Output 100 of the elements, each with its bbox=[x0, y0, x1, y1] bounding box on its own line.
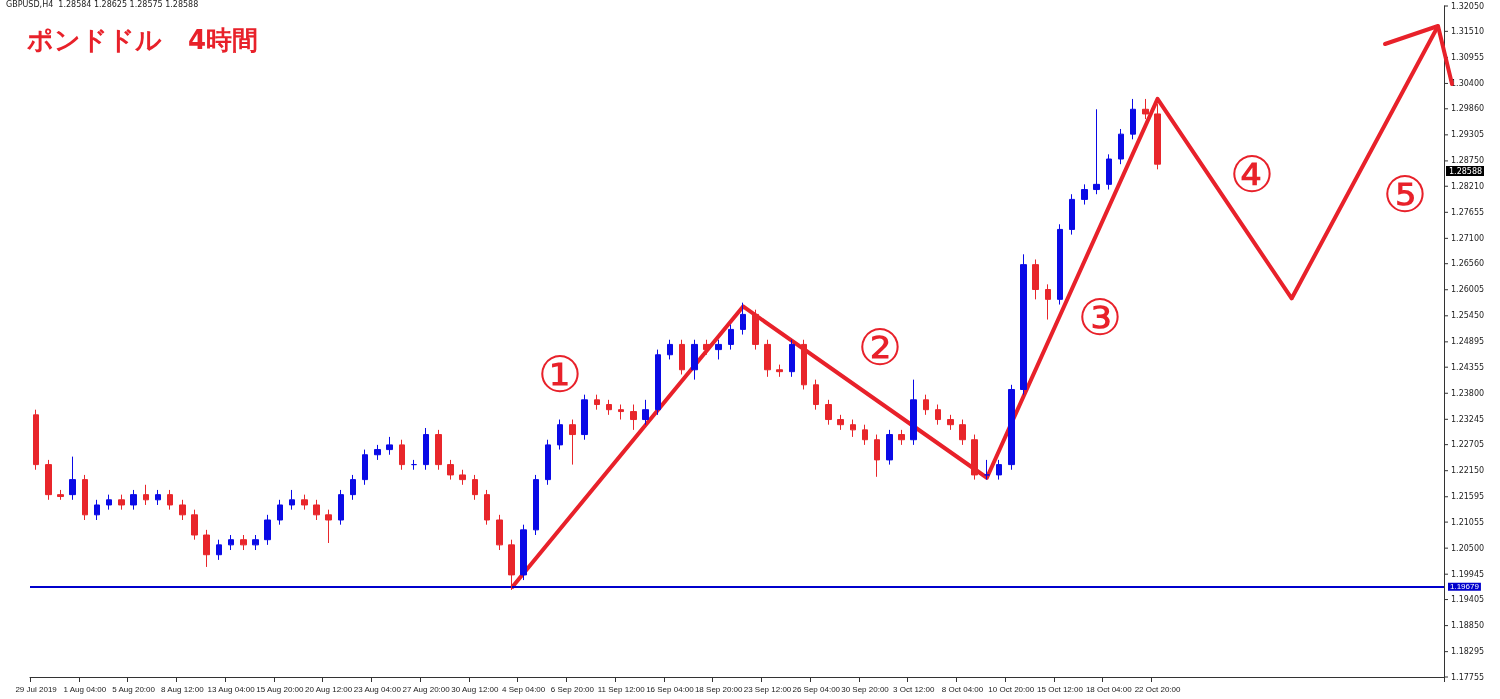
candlestick bbox=[1142, 98, 1149, 120]
y-tick-label: 1.20500 bbox=[1451, 543, 1485, 553]
candlestick bbox=[606, 399, 612, 416]
candlestick bbox=[984, 459, 990, 481]
x-tick-label: 22 Oct 20:00 bbox=[1134, 684, 1181, 694]
candlestick bbox=[679, 339, 685, 375]
candlestick bbox=[325, 509, 332, 544]
x-tick-label: 1 Aug 04:00 bbox=[63, 684, 107, 694]
y-tick-label: 1.21055 bbox=[1451, 517, 1485, 527]
candlestick bbox=[837, 414, 844, 431]
x-tick-label: 10 Oct 20:00 bbox=[988, 684, 1035, 694]
candlestick bbox=[155, 489, 161, 506]
y-tick-label: 1.26560 bbox=[1451, 259, 1485, 269]
annotation: ⑤ bbox=[1382, 166, 1428, 224]
candlestick bbox=[1106, 153, 1112, 191]
candlestick bbox=[935, 404, 941, 426]
candlestick bbox=[923, 394, 929, 416]
candlestick bbox=[1069, 193, 1075, 236]
ref-line-label: 1.19679 bbox=[1450, 582, 1480, 592]
candlestick bbox=[484, 489, 490, 526]
y-tick-label: 1.27100 bbox=[1451, 233, 1485, 243]
candlestick bbox=[301, 494, 308, 511]
candlestick bbox=[581, 394, 588, 441]
annotation: ③ bbox=[1077, 289, 1123, 347]
annotation: ① bbox=[537, 346, 583, 404]
candlestick bbox=[423, 427, 429, 471]
candlestick bbox=[45, 459, 52, 501]
y-tick-label: 1.22705 bbox=[1451, 440, 1485, 450]
candlestick bbox=[1081, 183, 1088, 206]
candlestick bbox=[630, 404, 637, 431]
candlestick bbox=[776, 364, 783, 378]
x-tick-label: 18 Oct 04:00 bbox=[1085, 684, 1133, 694]
y-tick-label: 1.27655 bbox=[1451, 207, 1485, 217]
y-tick-label: 1.18295 bbox=[1451, 647, 1485, 657]
candlestick bbox=[862, 424, 868, 446]
y-tick-label: 1.24355 bbox=[1451, 362, 1485, 372]
y-tick-label: 1.29860 bbox=[1451, 104, 1485, 114]
candlestick bbox=[691, 339, 698, 381]
x-tick-label: 30 Aug 12:00 bbox=[451, 684, 500, 694]
y-tick-label: 1.23800 bbox=[1451, 388, 1485, 398]
candlestick bbox=[1130, 98, 1136, 140]
y-tick-label: 1.26005 bbox=[1451, 285, 1485, 295]
annotation: ② bbox=[857, 319, 903, 377]
candlestick bbox=[959, 419, 966, 446]
x-tick-label: 30 Sep 20:00 bbox=[841, 684, 890, 694]
candlestick bbox=[1057, 223, 1063, 306]
candlestick bbox=[1093, 108, 1100, 195]
candlestick bbox=[1032, 258, 1039, 300]
y-tick-label: 1.32050 bbox=[1451, 1, 1485, 11]
candlestick bbox=[557, 419, 563, 451]
candlestick bbox=[289, 489, 295, 511]
candlestick bbox=[886, 429, 893, 466]
candlestick bbox=[740, 302, 746, 336]
candlestick bbox=[874, 434, 880, 478]
candlestick bbox=[143, 484, 149, 506]
candlestick bbox=[898, 429, 905, 446]
candlestick bbox=[459, 469, 466, 486]
candlestick bbox=[910, 379, 917, 446]
candlestick bbox=[252, 534, 259, 551]
y-tick-label: 1.28210 bbox=[1451, 181, 1485, 191]
y-tick-label: 1.22150 bbox=[1451, 466, 1485, 476]
candlestick bbox=[1118, 128, 1124, 165]
y-tick-label: 1.21595 bbox=[1451, 492, 1485, 502]
candlestick bbox=[350, 474, 356, 501]
candlestick bbox=[801, 339, 807, 390]
candlestick bbox=[435, 429, 442, 471]
candlestick bbox=[374, 444, 381, 461]
x-tick-label: 13 Aug 04:00 bbox=[207, 684, 256, 694]
candlestick bbox=[813, 379, 819, 411]
y-tick-label: 1.29305 bbox=[1451, 130, 1485, 140]
candlestick bbox=[996, 459, 1002, 481]
candlestick bbox=[69, 456, 76, 501]
x-tick-label: 23 Aug 04:00 bbox=[353, 684, 402, 694]
y-tick-label: 1.19405 bbox=[1451, 595, 1485, 605]
text: ポンドドル 4時間 bbox=[26, 25, 259, 55]
y-tick-label: 1.28750 bbox=[1451, 156, 1485, 166]
y-tick-label: 1.23245 bbox=[1451, 414, 1485, 424]
annotation: ④ bbox=[1229, 146, 1275, 204]
candlestick bbox=[1154, 103, 1161, 170]
candlestick bbox=[1045, 283, 1051, 321]
candlestick bbox=[715, 339, 722, 360]
y-tick-label: 1.25450 bbox=[1451, 311, 1485, 321]
y-tick-label: 1.18850 bbox=[1451, 621, 1485, 631]
candlestick bbox=[728, 324, 734, 351]
x-tick-label: 23 Sep 12:00 bbox=[743, 684, 792, 694]
candlestick bbox=[520, 524, 527, 581]
y-tick-label: 1.31510 bbox=[1451, 26, 1485, 36]
candlestick bbox=[167, 489, 173, 511]
candlestick bbox=[533, 474, 539, 536]
candlestick bbox=[240, 534, 247, 551]
x-tick-label: 26 Sep 04:00 bbox=[792, 684, 841, 694]
candlestick bbox=[386, 436, 393, 456]
x-tick-label: 27 Aug 20:00 bbox=[402, 684, 451, 694]
candlestick bbox=[472, 474, 478, 501]
y-tick-label: 1.19945 bbox=[1451, 569, 1485, 579]
candlestick bbox=[203, 529, 210, 568]
x-tick-label: 29 Jul 2019 bbox=[15, 684, 58, 694]
candlestick bbox=[1020, 253, 1027, 396]
candlestick bbox=[33, 409, 39, 471]
candlestick bbox=[1008, 384, 1015, 471]
